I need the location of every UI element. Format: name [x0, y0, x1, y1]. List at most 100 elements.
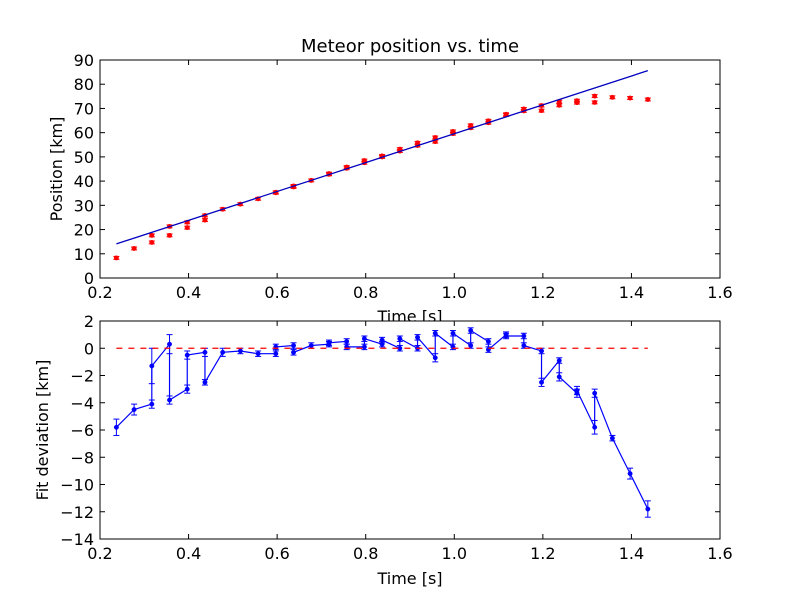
top-ytick-label: 80: [74, 75, 94, 94]
bottom-data-point: [592, 390, 598, 396]
top-data-point: [184, 225, 190, 231]
bottom-data-point: [220, 349, 226, 355]
bottom-data-point: [485, 338, 491, 344]
bottom-data-point: [113, 424, 119, 430]
top-xtick-label: 0.2: [87, 283, 112, 302]
bottom-data-point: [521, 343, 527, 348]
top-axis-ticks: 0.2 0.4 0.6 0.8 1.0 1.2 1.4 1.6 0 10 20 30 40 50 60 70 8…: [74, 51, 733, 302]
top-ytick-label: 90: [74, 51, 94, 70]
bottom-data-point: [556, 374, 562, 380]
top-data-point: [149, 232, 155, 238]
top-data-point: [574, 98, 580, 104]
top-xtick-label: 1.0: [442, 283, 467, 302]
bottom-data-point: [308, 343, 314, 348]
bottom-data-point: [326, 340, 332, 346]
top-data-point: [592, 99, 598, 105]
top-data-point: [202, 217, 208, 223]
bottom-xtick-label: 1.2: [530, 544, 555, 563]
top-ytick-label: 20: [74, 221, 94, 240]
bottom-data-point: [397, 336, 403, 342]
bottom-data-point: [645, 506, 651, 512]
top-data-point: [592, 93, 598, 99]
top-data-point: [149, 239, 155, 245]
top-ytick-label: 0: [84, 269, 94, 288]
bottom-data-point: [450, 330, 456, 336]
top-yaxis-label: Position [km]: [47, 117, 66, 222]
bottom-data-point: [273, 351, 279, 357]
bottom-data-point: [237, 348, 243, 354]
top-ytick-label: 40: [74, 172, 94, 191]
bottom-data-point: [432, 330, 438, 336]
bottom-xtick-label: 0.2: [87, 544, 112, 563]
bottom-data-point: [539, 379, 544, 385]
top-xtick-label: 0.8: [353, 283, 378, 302]
bottom-data-point: [131, 407, 137, 413]
bottom-ytick-label: −6: [70, 421, 94, 440]
bottom-ytick-label: −14: [60, 530, 94, 549]
top-ytick-label: 10: [74, 245, 94, 264]
bottom-data-point: [432, 355, 438, 361]
top-data-point: [627, 95, 633, 101]
top-xtick-label: 1.6: [707, 283, 732, 302]
bottom-data-point: [556, 358, 562, 363]
bottom-xtick-label: 1.4: [619, 544, 644, 563]
bottom-data-point: [202, 379, 208, 385]
bottom-data-point: [539, 348, 544, 354]
top-plot-area: [99, 59, 721, 279]
bottom-data-point: [609, 435, 615, 441]
top-data-marks: [113, 70, 651, 261]
bottom-xtick-label: 1.6: [707, 544, 732, 563]
bottom-data-point: [291, 349, 296, 355]
bottom-data-point: [149, 401, 155, 407]
bottom-data-point: [574, 388, 580, 393]
top-data-point: [113, 255, 119, 261]
bottom-data-point: [184, 352, 190, 358]
bottom-data-point: [379, 337, 385, 343]
bottom-data-point: [627, 471, 633, 477]
top-xtick-label: 1.2: [530, 283, 555, 302]
bottom-data-point: [202, 349, 208, 355]
bottom-data-point: [167, 397, 172, 403]
top-ytick-label: 70: [74, 99, 94, 118]
bottom-plot-area: [99, 320, 721, 540]
bottom-ytick-label: −12: [60, 503, 94, 522]
bottom-xaxis-label: Time [s]: [376, 569, 442, 588]
bottom-ytick-label: −10: [60, 476, 94, 495]
bottom-ytick-label: 2: [84, 312, 94, 331]
bottom-xtick-label: 0.8: [353, 544, 378, 563]
bottom-axis-ticks: 0.2 0.4 0.6 0.8 1.0 1.2 1.4 1.6 2 0 −2 −4 −6 −8 −10 −12…: [60, 312, 732, 563]
bottom-xtick-label: 0.6: [264, 544, 289, 563]
top-xtick-label: 1.4: [619, 283, 644, 302]
top-fit-line: [116, 70, 649, 245]
bottom-xtick-label: 0.4: [176, 544, 201, 563]
bottom-yaxis-label: Fit deviation [km]: [33, 360, 52, 501]
bottom-chart: 0.2 0.4 0.6 0.8 1.0 1.2 1.4 1.6 2 0 −2 −4 −6 −8 −10 −12…: [33, 312, 733, 588]
bottom-data-point: [344, 338, 350, 344]
top-ytick-label: 30: [74, 196, 94, 215]
bottom-data-point: [167, 341, 172, 347]
bottom-data-point: [468, 328, 474, 333]
top-data-point: [539, 108, 544, 114]
top-data-point: [609, 94, 615, 100]
bottom-data-point: [291, 343, 296, 348]
bottom-data-point: [361, 344, 367, 350]
bottom-data-point: [361, 336, 367, 342]
top-chart: Meteor position vs. time 0.2 0.4 0.6 0.8 1.0…: [47, 36, 733, 326]
bottom-data-point: [503, 333, 509, 339]
top-xtick-label: 0.4: [176, 283, 201, 302]
bottom-data-point: [184, 386, 190, 392]
top-ytick-label: 60: [74, 124, 94, 143]
top-data-point: [645, 97, 651, 102]
top-data-point: [468, 122, 474, 128]
top-data-point: [415, 140, 420, 146]
bottom-data-point: [255, 351, 261, 357]
top-xtick-label: 0.6: [264, 283, 289, 302]
bottom-xtick-label: 1.0: [442, 544, 467, 563]
bottom-data-marks: [113, 327, 651, 518]
top-chart-title: Meteor position vs. time: [301, 36, 519, 57]
bottom-data-point: [521, 333, 527, 339]
bottom-data-point: [468, 343, 474, 348]
top-ytick-label: 50: [74, 148, 94, 167]
bottom-data-point: [415, 334, 420, 340]
